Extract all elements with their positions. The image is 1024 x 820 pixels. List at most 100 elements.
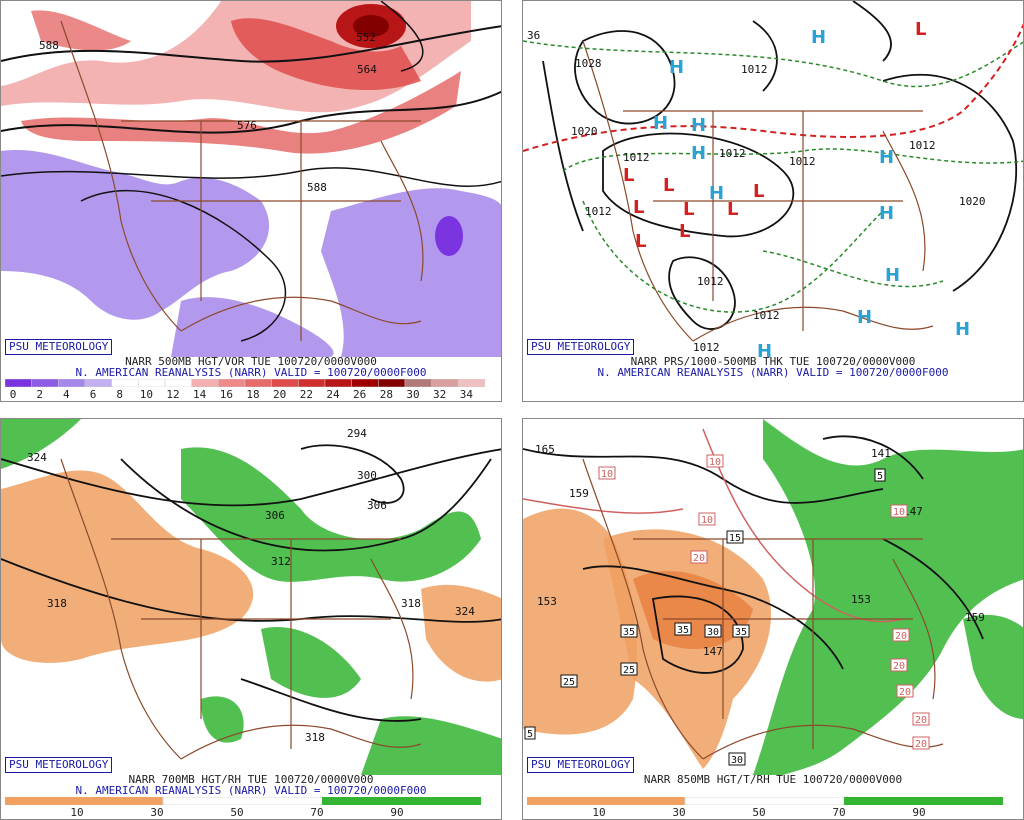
temp-label: 20	[915, 715, 927, 726]
low-pressure-marker: L	[727, 199, 738, 220]
temp-label: 20	[899, 687, 911, 698]
contour-label: 306	[265, 509, 285, 522]
scale-swatch	[111, 379, 139, 387]
temp-label-box	[890, 658, 908, 672]
temp-label-box	[620, 662, 638, 676]
scale-tick-label: 2	[36, 388, 43, 401]
contour-label: 1012	[585, 205, 612, 218]
contour-label: 552	[356, 31, 376, 44]
contour-label: 147	[903, 505, 923, 518]
temp-label: 30	[707, 627, 719, 638]
psu-meteorology-badge: PSU METEOROLOGY	[5, 757, 113, 773]
temp-label-box	[896, 684, 914, 698]
temp-label: 35	[623, 627, 635, 638]
scale-tick-label: 50	[230, 806, 244, 819]
contour-label: 588	[39, 39, 59, 52]
high-pressure-marker: H	[955, 319, 970, 340]
scale-swatch	[191, 379, 219, 387]
contour-label: 318	[47, 597, 67, 610]
scale-tick-label: 22	[299, 388, 313, 401]
scale-tick-label: 28	[379, 388, 393, 401]
panel-850mb-temp-rh: 165 159 153 147 141 147 153 159 10 10 10 10…	[522, 418, 1024, 820]
high-pressure-marker: H	[757, 341, 772, 357]
contour-label: 1012	[623, 151, 650, 164]
caption-line1: NARR 700MB HGT/RH TUE 100720/0000V000	[128, 773, 374, 786]
scale-swatch	[271, 379, 299, 387]
caption-line2: N. AMERICAN REANALYSIS (NARR) VALID = 10…	[597, 366, 949, 379]
scale-tick-label: 12	[166, 388, 180, 401]
temp-label-box	[698, 512, 716, 526]
scale-tick-label: 70	[832, 806, 846, 819]
map-700mb: 324 294 300 306 306 312 318 318 324 318	[1, 419, 501, 775]
scale-tick-label: 14	[193, 388, 207, 401]
scale-tick-label: 8	[116, 388, 123, 401]
high-pressure-marker: H	[669, 57, 684, 78]
temp-label: 25	[563, 677, 575, 688]
contour-label: 318	[305, 731, 325, 744]
psu-meteorology-badge: PSU METEOROLOGY	[527, 339, 635, 355]
panel-pressure-thickness: H H H H H H H H H H H H L L L L L L L L …	[522, 0, 1024, 402]
scale-tick-label: 90	[390, 806, 404, 819]
contour-label: 1012	[909, 139, 936, 152]
scale-tick-label: 10	[592, 806, 606, 819]
contour-label: 324	[27, 451, 47, 464]
caption-line2: N. AMERICAN REANALYSIS (NARR) VALID = 10…	[75, 366, 427, 379]
scale-tick-label: 10	[139, 388, 153, 401]
scale-swatch	[84, 379, 112, 387]
temp-label: 10	[601, 469, 613, 480]
temp-label: 10	[709, 457, 721, 468]
contour-label: 36	[527, 29, 540, 42]
high-pressure-marker: H	[709, 183, 724, 204]
high-pressure-marker: H	[885, 265, 900, 286]
scale-swatch	[31, 379, 59, 387]
scale-swatch	[404, 379, 432, 387]
low-pressure-marker: L	[753, 181, 764, 202]
contour-label: 588	[307, 181, 327, 194]
psu-meteorology-badge: PSU METEOROLOGY	[5, 339, 113, 355]
temp-label: 30	[731, 755, 743, 766]
panel-500mb-vorticity: 588 552 564 576 588 PSU METEOROLOGY NARR…	[0, 0, 502, 402]
low-pressure-marker: L	[633, 197, 644, 218]
scale-tick-label: 16	[219, 388, 233, 401]
contour-label: 1012	[719, 147, 746, 160]
scale-swatch	[138, 379, 166, 387]
scale-tick-label: 50	[752, 806, 766, 819]
temp-label-box	[892, 628, 910, 642]
temp-label-box	[706, 454, 724, 468]
high-pressure-marker: H	[879, 203, 894, 224]
scale-swatch	[164, 379, 192, 387]
contour-label: 318	[401, 597, 421, 610]
low-pressure-marker: L	[683, 199, 694, 220]
caption-line1: NARR PRS/1000-500MB THK TUE 100720/0000V…	[630, 355, 916, 368]
low-pressure-marker: L	[623, 165, 634, 186]
contour-label: 159	[965, 611, 985, 624]
temperature-box-labels: 10 10 10 10 15 20 35 35 30 35 25 25 30 5 20 20 20 20 20 5	[524, 454, 930, 766]
temp-label: 20	[895, 631, 907, 642]
scale-swatch	[378, 379, 406, 387]
temp-label: 35	[735, 627, 747, 638]
temp-label-box	[728, 752, 746, 766]
rh-color-scale	[5, 797, 481, 805]
contour-label: 1012	[753, 309, 780, 322]
scale-tick-label: 70	[310, 806, 324, 819]
scale-swatch	[298, 379, 326, 387]
contour-label: 153	[851, 593, 871, 606]
contour-label: 141	[871, 447, 891, 460]
contour-label: 294	[347, 427, 367, 440]
contour-label: 1012	[697, 275, 724, 288]
temp-label: 5	[877, 471, 883, 482]
contour-label: 306	[367, 499, 387, 512]
scale-swatch	[5, 379, 32, 387]
scale-tick-label: 30	[150, 806, 164, 819]
contour-label: 312	[271, 555, 291, 568]
contour-label: 1012	[741, 63, 768, 76]
temp-label: 20	[915, 739, 927, 750]
contour-label: 300	[357, 469, 377, 482]
caption-line1: NARR 850MB HGT/T/RH TUE 100720/0000V000	[643, 773, 903, 786]
contour-label: 564	[357, 63, 377, 76]
panel-700mb-rh: 324 294 300 306 306 312 318 318 324 318 …	[0, 418, 502, 820]
contour-label: 159	[569, 487, 589, 500]
scale-tick-label: 20	[273, 388, 287, 401]
temp-label-box	[690, 550, 708, 564]
scale-swatch	[58, 379, 86, 387]
